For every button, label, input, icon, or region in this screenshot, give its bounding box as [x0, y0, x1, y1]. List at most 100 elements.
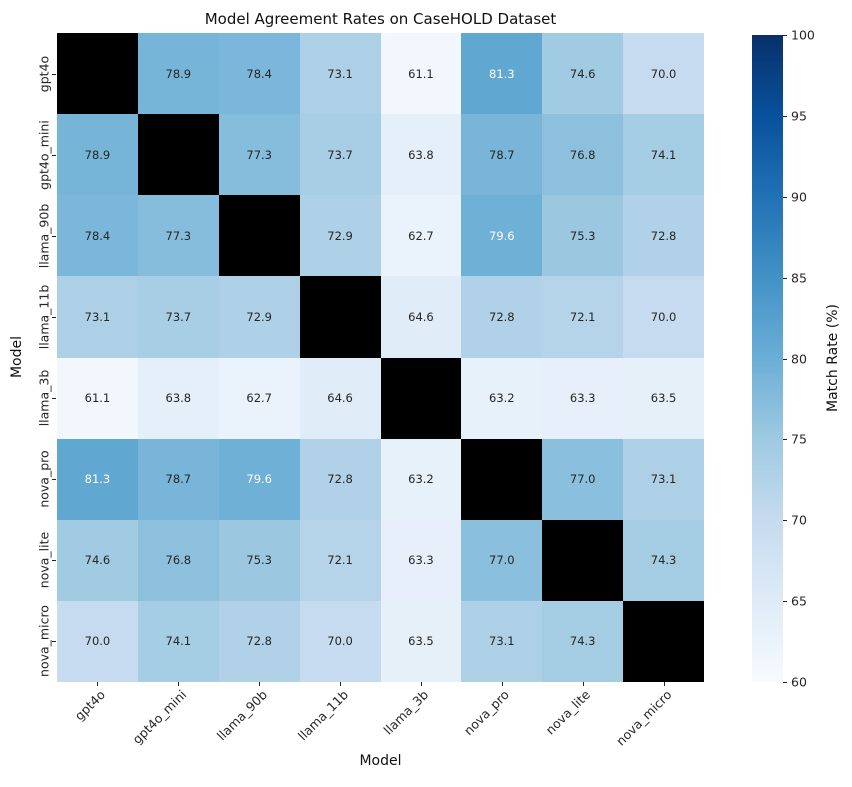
heatmap-cell: [218, 195, 300, 277]
colorbar-tick-mark: [783, 520, 787, 522]
heatmap-cell: 74.6: [57, 519, 138, 601]
heatmap-cell: 78.7: [137, 438, 219, 520]
heatmap-cell: 63.8: [380, 114, 462, 196]
heatmap-cell: 75.3: [218, 519, 300, 601]
heatmap-cell: 64.6: [299, 357, 381, 439]
heatmap-cell: 74.1: [623, 114, 704, 196]
chart-title: Model Agreement Rates on CaseHOLD Datase…: [204, 10, 557, 28]
colorbar-tick-mark: [783, 35, 787, 36]
colorbar-tick-label: 75: [791, 431, 807, 447]
heatmap-cell: 72.8: [299, 438, 381, 520]
colorbar-tick-mark: [783, 277, 787, 279]
colorbar-tick-label: 80: [791, 351, 807, 366]
y-tick-label: nova_lite: [36, 532, 52, 589]
heatmap-cell: [542, 519, 624, 601]
heatmap-cell: 74.3: [623, 519, 704, 601]
heatmap-cell: 72.9: [218, 276, 300, 358]
heatmap-grid: 78.9 78.4 73.1 61.1 81.3 74.6 70.0 78.9 77.3 73.7…: [57, 33, 704, 682]
heatmap-cell: 70.0: [623, 33, 704, 115]
heatmap-cell: 63.2: [461, 357, 543, 439]
heatmap-cell: 78.9: [57, 114, 138, 196]
x-tick-mark: [420, 682, 422, 686]
heatmap-cell: 74.3: [542, 600, 624, 682]
heatmap-cell: 72.1: [542, 276, 624, 358]
x-tick-label: gpt4o: [71, 687, 109, 724]
heatmap-cell: 75.3: [542, 195, 624, 277]
y-tick-label: llama_11b: [36, 284, 52, 350]
x-tick-label: llama_3b: [380, 687, 432, 738]
y-tick-mark: [52, 73, 56, 75]
heatmap-cell: [299, 276, 381, 358]
heatmap-cell: 73.1: [623, 438, 704, 520]
y-tick-label: llama_3b: [36, 369, 52, 427]
y-tick-label: gpt4o: [36, 55, 52, 92]
heatmap-cell: 61.1: [380, 33, 462, 115]
heatmap-cell: 63.2: [380, 438, 462, 520]
x-tick-mark: [97, 682, 99, 686]
heatmap-cell: 72.1: [299, 519, 381, 601]
y-tick-mark: [52, 641, 56, 643]
heatmap-cell: 72.9: [299, 195, 381, 277]
heatmap-cell: 78.4: [57, 195, 138, 277]
x-tick-label: nova_pro: [461, 687, 513, 739]
heatmap-cell: 63.5: [623, 357, 704, 439]
heatmap-cell: [137, 114, 219, 196]
heatmap-cell: 72.8: [623, 195, 704, 277]
heatmap-cell: 79.6: [218, 438, 300, 520]
y-tick-mark: [52, 560, 56, 562]
heatmap-cell: 74.1: [137, 600, 219, 682]
y-tick-label: llama_90b: [36, 203, 52, 269]
heatmap-cell: [380, 357, 462, 439]
heatmap-cell: 63.8: [137, 357, 219, 439]
colorbar-tick-label: 65: [791, 593, 807, 609]
x-tick-label: llama_11b: [294, 687, 351, 744]
heatmap-cell: 63.3: [542, 357, 624, 439]
heatmap-cell: [461, 438, 543, 520]
heatmap-cell: 73.7: [299, 114, 381, 196]
x-tick-mark: [259, 682, 261, 686]
y-axis-label: Model: [9, 335, 25, 379]
x-tick-label: nova_micro: [612, 687, 675, 749]
colorbar-tick-label: 90: [791, 189, 807, 205]
heatmap-cell: 62.7: [380, 195, 462, 277]
colorbar: [752, 35, 783, 682]
x-tick-mark: [582, 682, 584, 686]
x-axis-label: Model: [359, 753, 402, 769]
heatmap-cell: 81.3: [461, 33, 543, 115]
x-tick-label: gpt4o_mini: [129, 687, 189, 747]
heatmap-cell: 77.3: [137, 195, 219, 277]
heatmap-cell: 77.3: [218, 114, 300, 196]
heatmap-cell: 72.8: [218, 600, 300, 682]
x-tick-mark: [340, 682, 342, 686]
x-tick-mark: [663, 682, 665, 686]
heatmap-cell: 73.1: [299, 33, 381, 115]
y-tick-mark: [52, 479, 56, 481]
y-tick-label: nova_micro: [36, 605, 52, 678]
y-tick-mark: [52, 398, 56, 400]
heatmap-cell: 81.3: [57, 438, 138, 520]
x-tick-mark: [178, 682, 180, 686]
y-tick-mark: [52, 235, 56, 237]
heatmap-cell: 78.7: [461, 114, 543, 196]
colorbar-tick-label: 100: [791, 27, 815, 43]
heatmap-cell: 64.6: [380, 276, 462, 358]
heatmap-cell: 74.6: [542, 33, 624, 115]
heatmap-cell: 62.7: [218, 357, 300, 439]
colorbar-tick-mark: [783, 682, 787, 683]
heatmap-cell: 72.8: [461, 276, 543, 358]
colorbar-tick-mark: [783, 601, 787, 603]
x-tick-mark: [501, 682, 503, 686]
heatmap-cell: 70.0: [299, 600, 381, 682]
heatmap-cell: 70.0: [57, 600, 138, 682]
heatmap-cell: 79.6: [461, 195, 543, 277]
heatmap-cell: 77.0: [461, 519, 543, 601]
y-tick-mark: [52, 154, 56, 156]
heatmap-cell: 70.0: [623, 276, 704, 358]
heatmap-cell: 78.4: [218, 33, 300, 115]
heatmap-cell: 76.8: [542, 114, 624, 196]
x-tick-label: llama_90b: [213, 687, 270, 744]
colorbar-tick-label: 95: [791, 108, 807, 124]
heatmap-cell: 63.3: [380, 519, 462, 601]
y-tick-label: gpt4o_mini: [36, 119, 52, 190]
colorbar-tick-mark: [783, 358, 787, 360]
